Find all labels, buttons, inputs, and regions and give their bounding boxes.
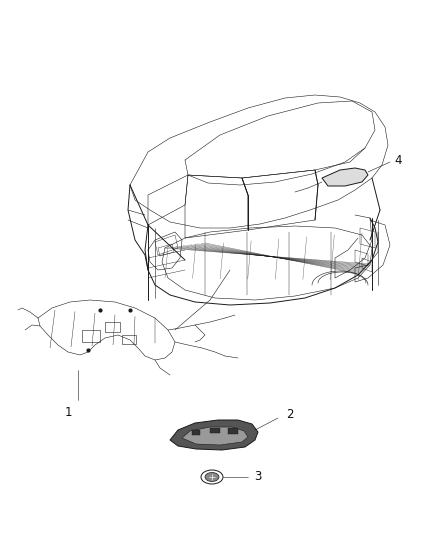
Polygon shape <box>182 427 248 445</box>
Polygon shape <box>228 428 238 434</box>
Text: 3: 3 <box>254 471 261 483</box>
Polygon shape <box>322 168 368 186</box>
Text: 4: 4 <box>394 154 402 166</box>
Text: 1: 1 <box>64 406 72 418</box>
Polygon shape <box>210 428 220 433</box>
Text: 2: 2 <box>286 408 293 422</box>
Ellipse shape <box>205 472 219 481</box>
Polygon shape <box>192 430 200 435</box>
Polygon shape <box>170 420 258 450</box>
